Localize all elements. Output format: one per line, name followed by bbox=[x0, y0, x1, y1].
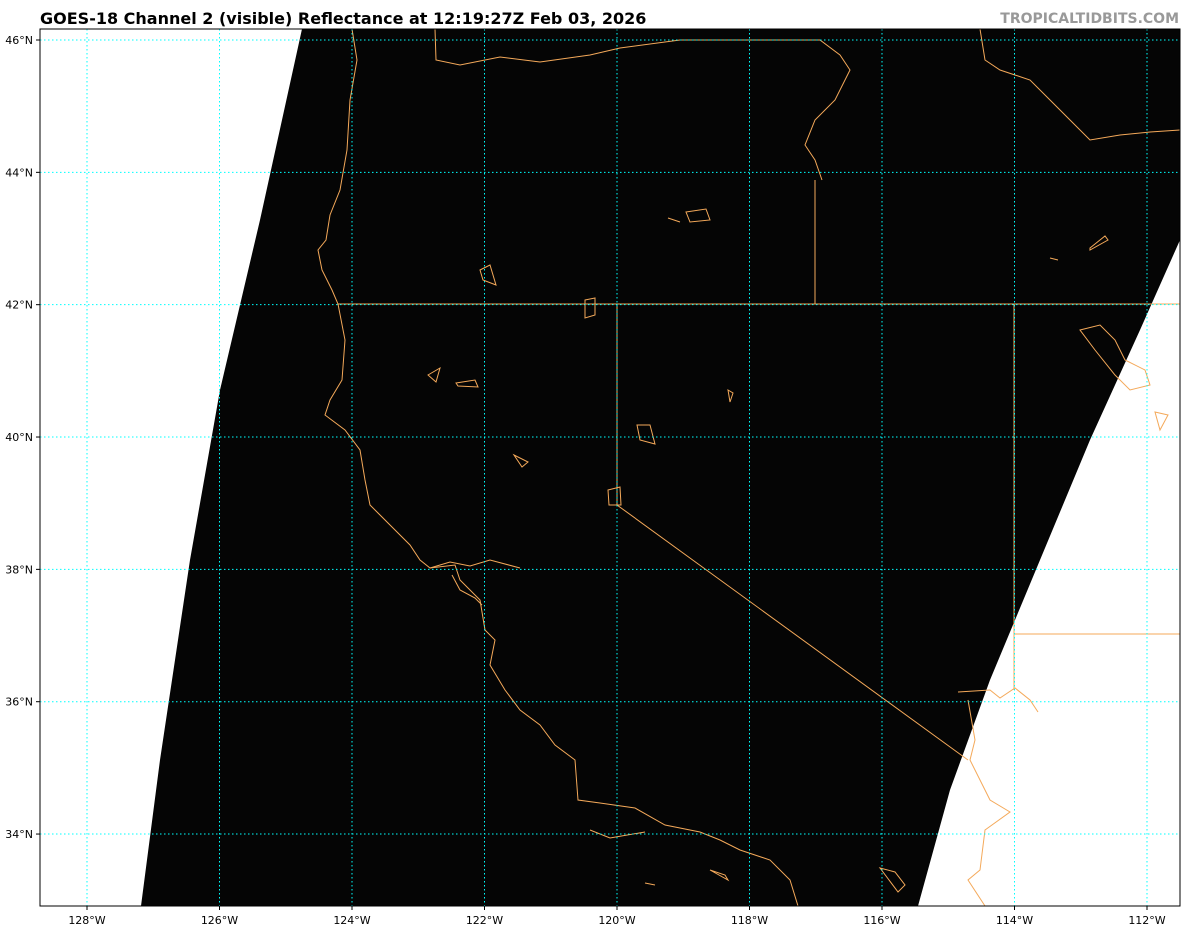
lat-tick-label: 36°N bbox=[5, 696, 33, 709]
lakes bbox=[427, 208, 1169, 893]
lon-tick-label: 114°W bbox=[996, 914, 1033, 927]
axis-ticks: 128°W 126°W 124°W 122°W 120°W 118°W 116°W 114°W… bbox=[5, 34, 1166, 927]
lon-tick-label: 122°W bbox=[466, 914, 503, 927]
lat-tick-label: 44°N bbox=[5, 166, 33, 179]
columbia-river-border bbox=[434, 28, 851, 181]
lat-tick-label: 46°N bbox=[5, 34, 33, 47]
pacific-coastline bbox=[317, 28, 799, 907]
lon-tick-label: 112°W bbox=[1128, 914, 1165, 927]
lat-tick-label: 38°N bbox=[5, 563, 33, 576]
credit-watermark: TROPICALTIDBITS.COM bbox=[1000, 11, 1179, 27]
lon-tick-label: 126°W bbox=[201, 914, 238, 927]
coastlines-and-borders bbox=[317, 28, 1181, 907]
satellite-imagery-swath bbox=[141, 29, 1180, 906]
lat-tick-label: 42°N bbox=[5, 299, 33, 312]
lon-tick-label: 124°W bbox=[333, 914, 370, 927]
sf-bay bbox=[429, 559, 521, 606]
lon-tick-label: 116°W bbox=[863, 914, 900, 927]
lat-tick-label: 40°N bbox=[5, 431, 33, 444]
idaho-border-river bbox=[979, 28, 1181, 141]
lon-tick-label: 118°W bbox=[731, 914, 768, 927]
map-title: GOES-18 Channel 2 (visible) Reflectance … bbox=[40, 9, 647, 28]
colorado-river-gulf bbox=[957, 687, 1039, 907]
lon-tick-label: 120°W bbox=[598, 914, 635, 927]
lat-tick-label: 34°N bbox=[5, 828, 33, 841]
lon-tick-label: 128°W bbox=[68, 914, 105, 927]
map-frame bbox=[39, 28, 1181, 907]
